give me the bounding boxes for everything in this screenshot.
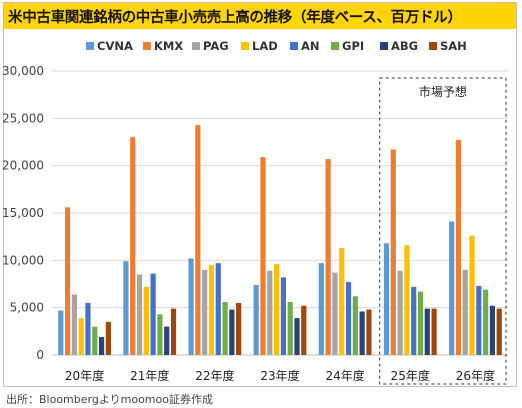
legend-label: SAH bbox=[440, 39, 467, 53]
bar bbox=[188, 258, 194, 355]
bar bbox=[359, 311, 365, 355]
legend-label: CVNA bbox=[97, 39, 133, 53]
bar bbox=[397, 270, 403, 355]
bar bbox=[130, 137, 136, 355]
bar bbox=[170, 308, 177, 355]
legend-swatch bbox=[143, 42, 151, 50]
legend-swatch bbox=[86, 42, 94, 50]
bar bbox=[431, 308, 437, 355]
bar bbox=[383, 243, 390, 355]
legend-swatch bbox=[192, 42, 200, 50]
bar bbox=[58, 310, 64, 355]
x-category-label: 23年度 bbox=[260, 368, 299, 383]
x-category-label: 25年度 bbox=[391, 368, 430, 383]
bar bbox=[195, 124, 201, 356]
x-category-label: 20年度 bbox=[65, 368, 104, 383]
bar bbox=[64, 207, 71, 355]
bar bbox=[476, 285, 482, 355]
bar bbox=[352, 296, 358, 355]
title-bar: 米中古車関連銘柄の中古車小売売上高の推移（年度ベース、百万ドル） bbox=[4, 3, 516, 29]
bar bbox=[489, 305, 496, 355]
source-note: 出所：Bloombergよりmoomoo証券作成 bbox=[6, 393, 213, 406]
bar bbox=[496, 308, 502, 355]
bar bbox=[280, 277, 286, 355]
legend-label: ABG bbox=[391, 39, 418, 53]
bar bbox=[143, 286, 149, 355]
bar bbox=[150, 273, 156, 355]
bar bbox=[462, 269, 468, 355]
x-category-label: 26年度 bbox=[456, 368, 495, 383]
legend-swatch bbox=[331, 42, 339, 50]
legend-label: AN bbox=[301, 39, 320, 53]
bar bbox=[208, 265, 215, 355]
bar bbox=[105, 321, 111, 355]
bar bbox=[229, 309, 235, 355]
bar bbox=[339, 248, 345, 355]
legend-label: LAD bbox=[252, 39, 278, 53]
bar bbox=[345, 282, 352, 355]
legend-label: KMX bbox=[154, 39, 183, 53]
bar bbox=[325, 159, 331, 355]
bar bbox=[294, 318, 300, 355]
bar bbox=[92, 326, 98, 355]
legend-label: PAG bbox=[203, 39, 229, 53]
bar bbox=[123, 261, 129, 355]
bar bbox=[71, 294, 77, 355]
bar bbox=[483, 289, 489, 355]
y-tick-label: 10,000 bbox=[2, 253, 44, 267]
y-tick-label: 25,000 bbox=[2, 111, 44, 125]
bar bbox=[222, 301, 228, 355]
bar bbox=[98, 337, 105, 355]
y-tick-label: 0 bbox=[36, 348, 44, 362]
bar bbox=[215, 263, 221, 355]
bar bbox=[318, 263, 324, 355]
bar bbox=[287, 301, 293, 355]
legend-swatch bbox=[380, 42, 388, 50]
bar bbox=[253, 284, 259, 355]
bar bbox=[157, 314, 163, 355]
bar bbox=[449, 221, 455, 355]
bar bbox=[366, 309, 372, 355]
y-tick-label: 20,000 bbox=[2, 159, 44, 173]
bar bbox=[136, 274, 143, 355]
bar bbox=[411, 286, 417, 355]
bar bbox=[390, 149, 396, 355]
bar bbox=[455, 140, 462, 355]
legend-swatch bbox=[241, 42, 249, 50]
bar bbox=[469, 235, 475, 355]
bar bbox=[417, 291, 424, 355]
bar bbox=[164, 326, 170, 355]
chart-title: 米中古車関連銘柄の中古車小売売上高の推移（年度ベース、百万ドル） bbox=[8, 9, 462, 26]
bar bbox=[236, 302, 242, 355]
legend-swatch bbox=[290, 42, 298, 50]
bar bbox=[332, 272, 338, 355]
bar bbox=[404, 245, 410, 355]
bar bbox=[267, 270, 273, 355]
bar bbox=[260, 157, 266, 355]
legend-swatch bbox=[429, 42, 437, 50]
y-tick-label: 5,000 bbox=[10, 301, 44, 315]
bar bbox=[85, 302, 91, 355]
legend-label: GPI bbox=[342, 39, 364, 53]
forecast-label: 市場予想 bbox=[419, 84, 467, 99]
y-tick-label: 30,000 bbox=[2, 64, 44, 78]
x-category-label: 21年度 bbox=[130, 368, 169, 383]
bar bbox=[202, 269, 208, 355]
x-category-label: 24年度 bbox=[326, 368, 365, 383]
bar bbox=[78, 318, 84, 355]
bar bbox=[424, 308, 430, 355]
x-category-label: 22年度 bbox=[195, 368, 234, 383]
y-tick-label: 15,000 bbox=[2, 206, 44, 220]
bar bbox=[274, 264, 280, 355]
bar bbox=[301, 305, 307, 355]
